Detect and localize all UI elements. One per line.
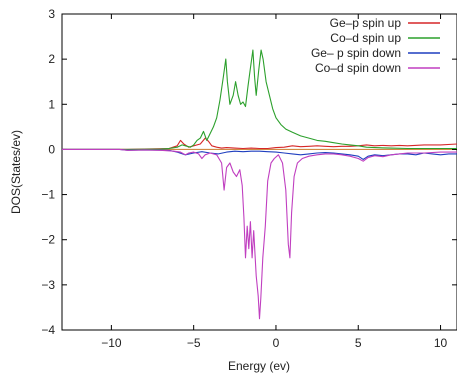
x-tick-label: −5 <box>187 336 201 350</box>
y-tick-label: −4 <box>41 323 55 337</box>
series-line-1 <box>62 137 457 150</box>
x-tick-label: 5 <box>355 336 362 350</box>
y-tick-label: −1 <box>41 188 55 202</box>
y-tick-label: 2 <box>48 52 55 66</box>
x-tick-label: 0 <box>273 336 280 350</box>
legend-label: Ge– p spin down <box>311 46 401 60</box>
x-axis-label: Energy (ev) <box>228 359 290 373</box>
x-tick-label: −10 <box>101 336 122 350</box>
y-axis-label: DOS(States/ev) <box>9 130 23 214</box>
y-tick-label: 0 <box>48 142 55 156</box>
legend-label: Ge–p spin up <box>330 16 402 30</box>
legend-label: Co–d spin down <box>315 61 401 75</box>
series-line-4 <box>62 148 457 320</box>
y-tick-label: −2 <box>41 233 55 247</box>
y-tick-label: 1 <box>48 97 55 111</box>
legend-label: Co–d spin up <box>330 31 401 45</box>
plot-frame <box>61 13 457 331</box>
y-tick-label: 3 <box>48 7 55 21</box>
x-tick-label: 10 <box>434 336 448 350</box>
series-line-2 <box>62 49 457 150</box>
y-tick-label: −3 <box>41 278 55 292</box>
